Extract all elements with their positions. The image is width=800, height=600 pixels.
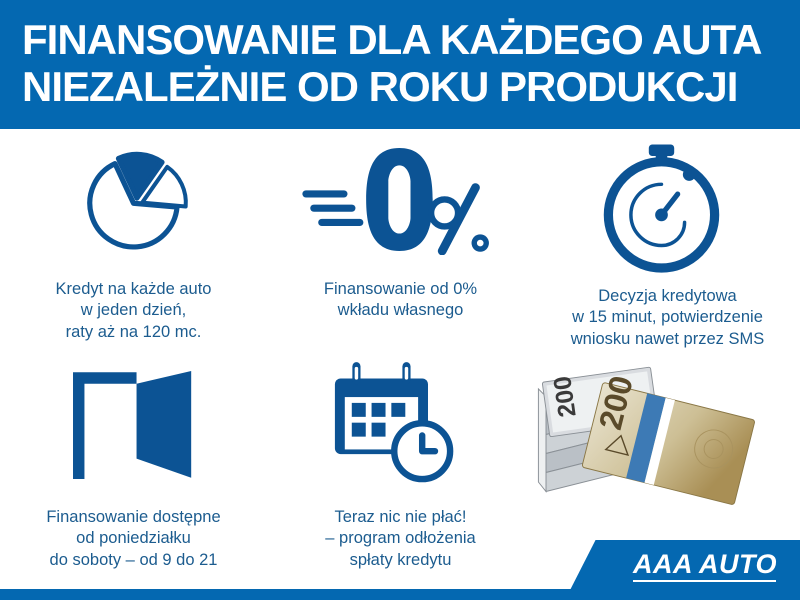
svg-text:200: 200	[549, 374, 581, 419]
